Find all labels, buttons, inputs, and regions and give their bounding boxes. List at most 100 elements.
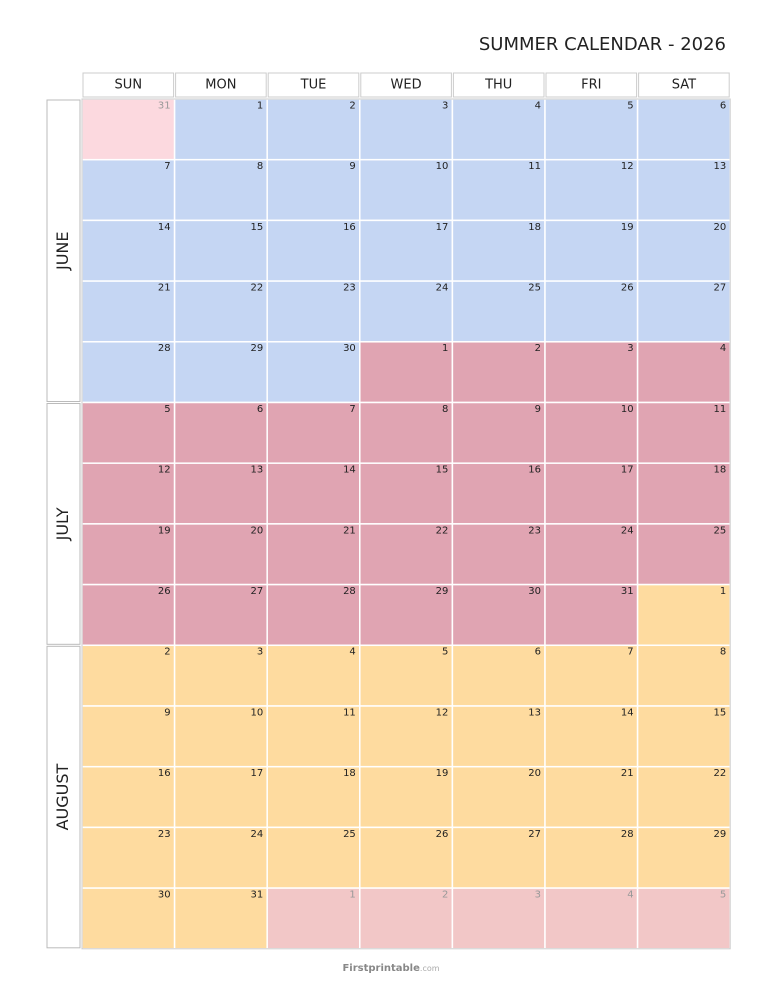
day-cell [359, 583, 454, 647]
day-number: 25 [343, 829, 356, 840]
day-number: 28 [158, 343, 171, 354]
day-cell [173, 705, 268, 768]
day-cell [544, 887, 639, 950]
day-cell [359, 826, 454, 889]
grid-border [81, 98, 731, 950]
day-number: 15 [436, 465, 449, 476]
day-cell [451, 765, 546, 829]
day-number: 6 [720, 100, 726, 111]
day-number: 16 [528, 465, 541, 476]
day-number: 5 [720, 890, 726, 901]
day-number: 12 [436, 707, 449, 718]
day-cell [544, 98, 639, 161]
day-number: 9 [349, 161, 355, 172]
day-cell [636, 583, 731, 647]
day-cell [359, 523, 454, 586]
day-number: 13 [713, 161, 726, 172]
day-number: 7 [349, 404, 355, 415]
weekday-label: THU [484, 78, 512, 93]
day-number: 30 [528, 586, 541, 597]
day-cell [173, 765, 268, 829]
day-number: 19 [158, 525, 171, 536]
day-number: 2 [164, 647, 170, 658]
day-number: 10 [621, 404, 634, 415]
day-cell [544, 219, 639, 282]
weekday-box [82, 72, 175, 98]
day-number: 11 [713, 404, 726, 415]
day-cell [451, 887, 546, 950]
day-cell [544, 341, 639, 404]
day-cell [173, 341, 268, 404]
day-number: 9 [535, 404, 541, 415]
day-number: 20 [528, 768, 541, 779]
day-cell [451, 462, 546, 525]
day-number: 28 [343, 586, 356, 597]
day-number: 2 [442, 890, 448, 901]
day-number: 31 [250, 890, 263, 901]
weekday-box [360, 72, 452, 98]
day-cell [636, 462, 731, 525]
day-cell [451, 644, 546, 707]
day-number: 31 [158, 100, 171, 111]
day-number: 18 [343, 768, 356, 779]
day-number: 17 [436, 222, 449, 233]
day-number: 10 [250, 707, 263, 718]
day-number: 23 [343, 283, 356, 294]
day-number: 13 [528, 707, 541, 718]
month-label: JUNE [53, 231, 72, 271]
day-cell [81, 523, 176, 586]
day-cell [359, 280, 454, 343]
day-number: 24 [621, 525, 634, 536]
day-number: 22 [250, 283, 263, 294]
day-number: 1 [720, 586, 726, 597]
footer-domain: .com [420, 964, 440, 973]
day-cell [544, 644, 639, 707]
day-number: 27 [528, 829, 541, 840]
day-cell [266, 158, 361, 222]
day-number: 12 [621, 161, 634, 172]
day-cell [636, 523, 731, 586]
day-cell [636, 887, 731, 950]
day-number: 26 [621, 283, 634, 294]
day-number: 4 [535, 100, 541, 111]
day-cell [359, 887, 454, 950]
day-number: 3 [257, 647, 263, 658]
day-number: 24 [250, 829, 263, 840]
day-number: 7 [164, 161, 170, 172]
day-number: 27 [713, 283, 726, 294]
day-cell [266, 280, 361, 343]
day-cell [636, 219, 731, 282]
day-number: 7 [627, 647, 633, 658]
day-number: 8 [720, 647, 726, 658]
month-box [46, 99, 81, 402]
day-cell [359, 705, 454, 768]
day-cell [173, 887, 268, 950]
day-number: 26 [436, 829, 449, 840]
day-cell [173, 158, 268, 222]
day-number: 16 [158, 768, 171, 779]
day-cell [636, 765, 731, 829]
day-cell [451, 219, 546, 282]
weekday-box [267, 72, 360, 98]
day-cell [266, 523, 361, 586]
day-number: 22 [713, 768, 726, 779]
weekday-label: FRI [581, 78, 601, 93]
month-box [46, 403, 81, 645]
month-label: JULY [53, 507, 72, 541]
day-cell [173, 644, 268, 707]
day-number: 1 [442, 343, 448, 354]
day-number: 26 [158, 586, 171, 597]
day-number: 5 [627, 100, 633, 111]
day-number: 17 [250, 768, 263, 779]
day-cell [266, 826, 361, 889]
day-cell [544, 523, 639, 586]
day-number: 29 [250, 343, 263, 354]
day-number: 30 [158, 890, 171, 901]
day-number: 10 [436, 161, 449, 172]
day-cell [81, 705, 176, 768]
day-cell [173, 280, 268, 343]
day-number: 4 [720, 343, 726, 354]
day-number: 28 [621, 829, 634, 840]
weekday-label: WED [391, 78, 422, 93]
